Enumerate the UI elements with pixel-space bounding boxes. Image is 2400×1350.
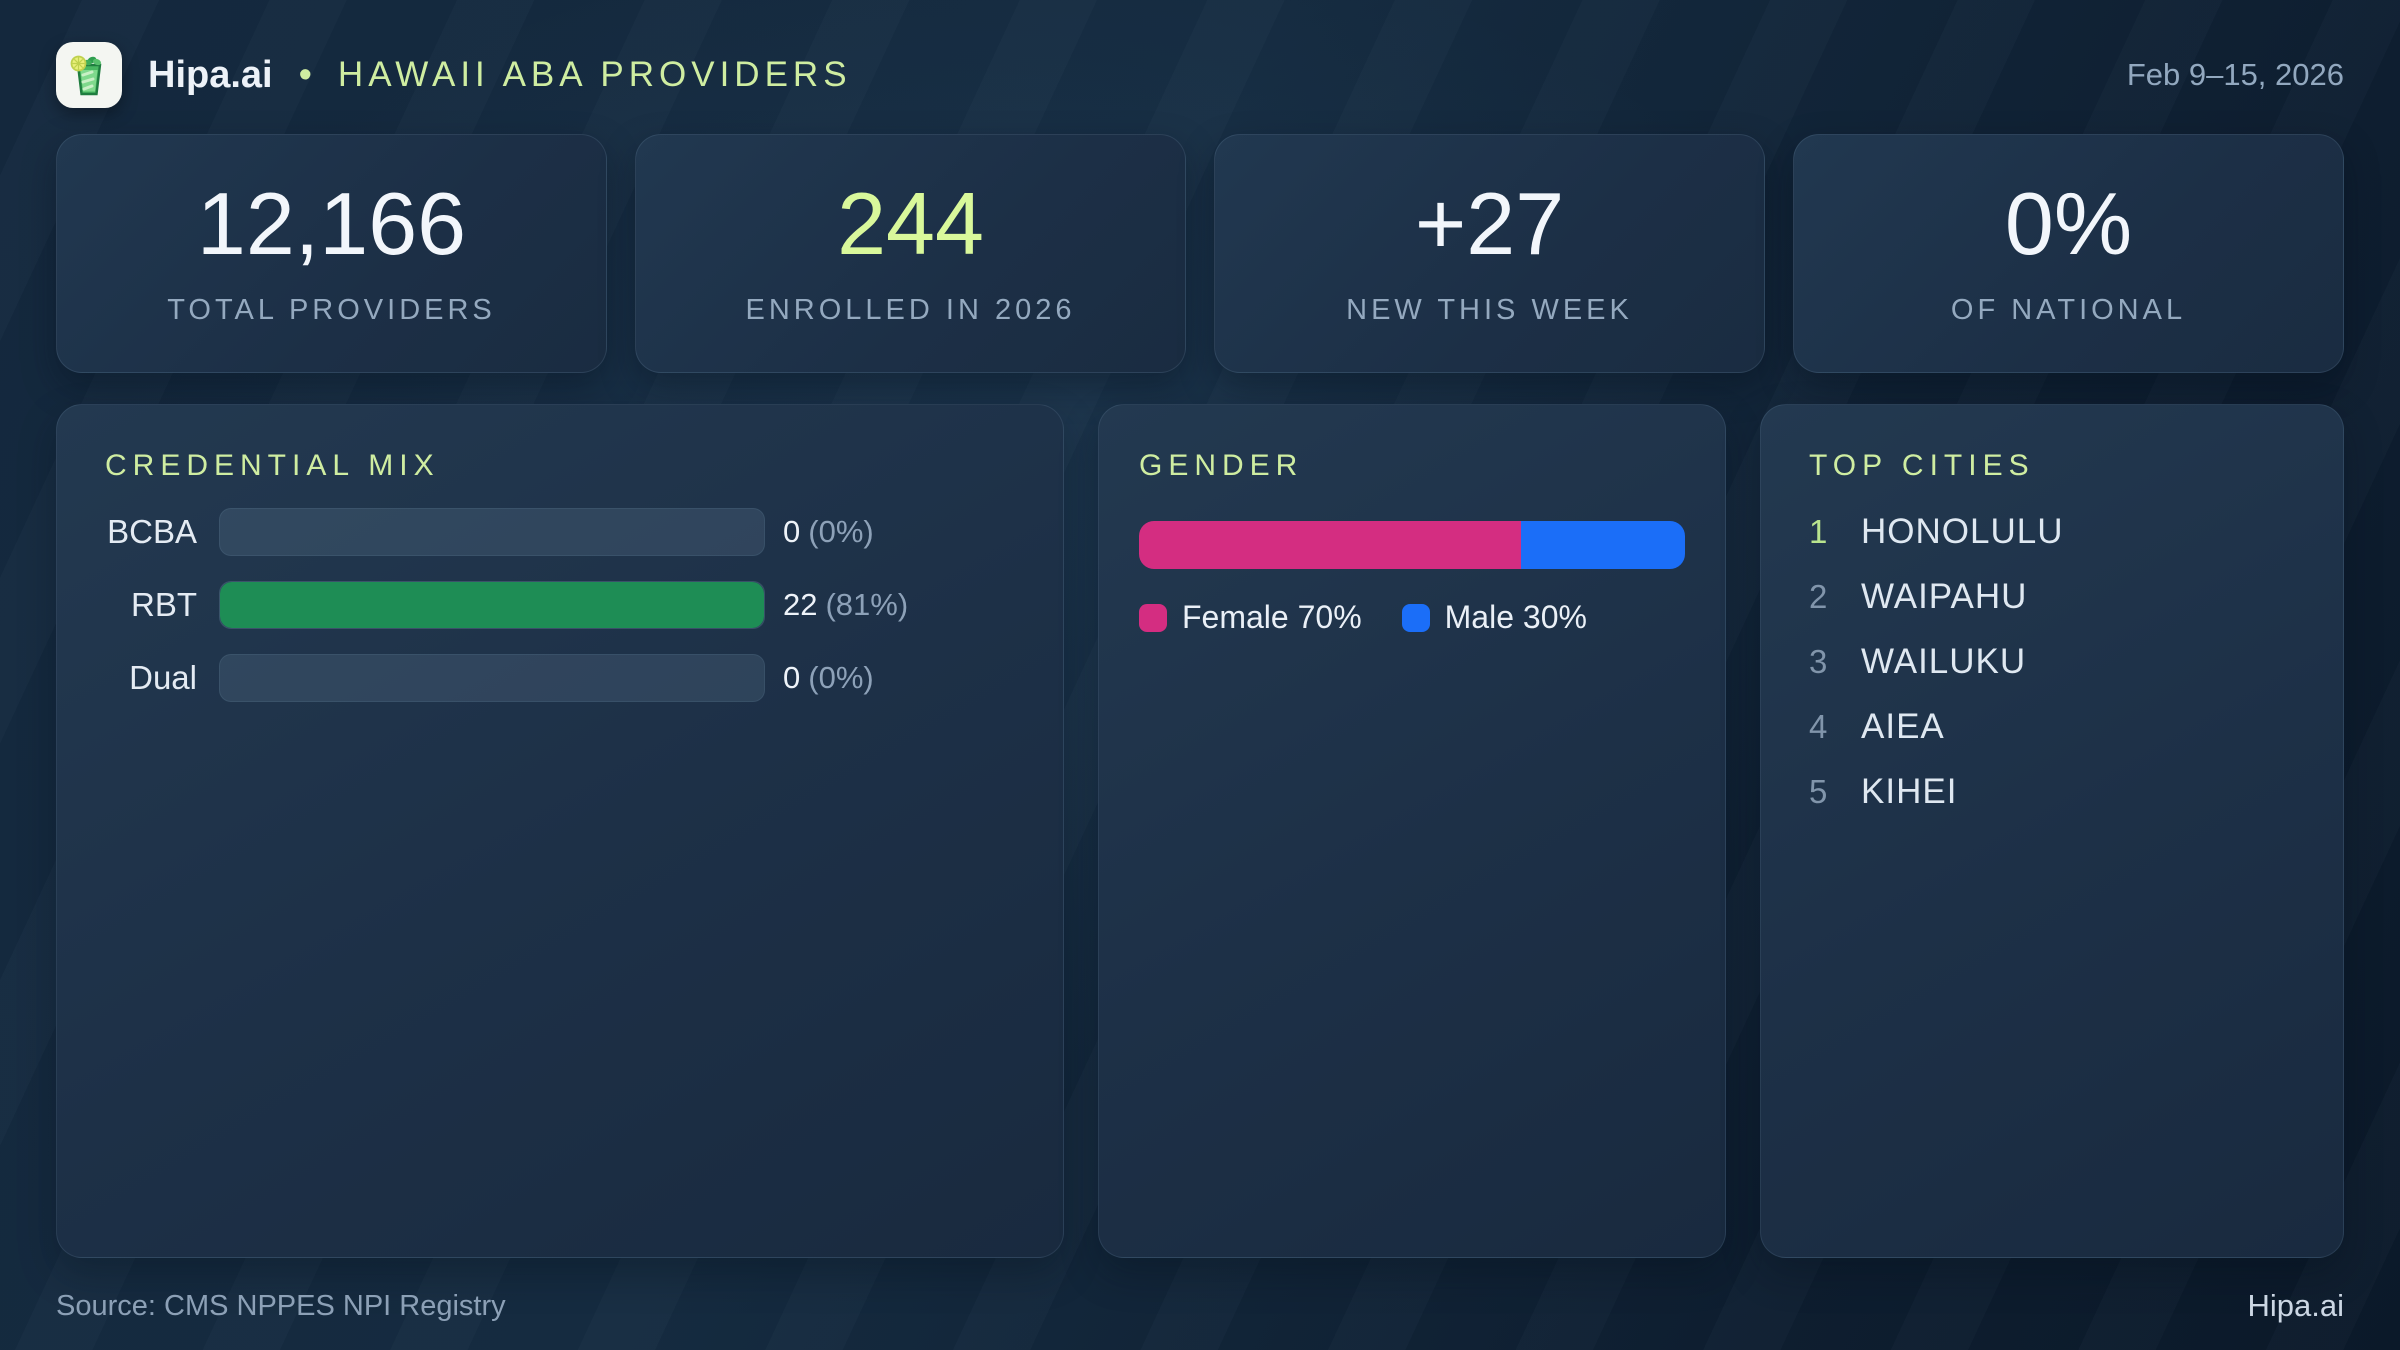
bar-percent: (0%) [808, 659, 874, 695]
gender-segment-female [1139, 521, 1522, 569]
bar-percent: (81%) [825, 586, 909, 622]
stat-card-of-national: 0% OF NATIONAL [1793, 134, 2344, 373]
stat-label: TOTAL PROVIDERS [167, 294, 496, 326]
city-rank: 5 [1809, 772, 1828, 810]
stat-value: 12,166 [196, 174, 467, 273]
city-name: KIHEI [1861, 771, 1958, 811]
credential-bars: BCBA 0 (0%) RBT 22 (81%) D [105, 495, 1015, 714]
app-logo [56, 42, 122, 108]
header: Hipa.ai • HAWAII ABA PROVIDERS Feb 9–15,… [56, 40, 2344, 110]
city-row: 2 WAIPAHU [1809, 564, 2295, 629]
bar-count: 0 [783, 513, 801, 549]
stat-label: OF NATIONAL [1950, 294, 2187, 326]
city-row: 3 WAILUKU [1809, 629, 2295, 694]
panel-title: CREDENTIAL MIX [105, 449, 440, 482]
stat-value: 244 [837, 174, 984, 273]
city-name: HONOLULU [1861, 511, 2064, 551]
city-rank: 2 [1809, 577, 1828, 615]
female-swatch-icon [1139, 603, 1167, 632]
gender-stacked-bar [1139, 521, 1685, 569]
credential-row-rbt: RBT 22 (81%) [105, 568, 1015, 641]
bar-percent: (0%) [808, 513, 874, 549]
legend-item-male: Male 30% [1401, 599, 1587, 636]
gender-legend: Female 70% Male 30% [1139, 599, 1685, 636]
footer: Source: CMS NPPES NPI Registry Hipa.ai [56, 1288, 2344, 1324]
city-name: WAILUKU [1861, 641, 2027, 681]
city-row: 1 HONOLULU [1809, 499, 2295, 564]
page-title: HAWAII ABA PROVIDERS [337, 55, 852, 94]
bar-label: BCBA [107, 512, 197, 550]
stat-card-enrolled: 244 ENROLLED IN 2026 [635, 134, 1186, 373]
brand-name: Hipa.ai [148, 53, 273, 96]
panel-top-cities: TOP CITIES 1 HONOLULU 2 WAIPAHU 3 WAILUK… [1760, 404, 2344, 1258]
bar-count: 0 [783, 659, 801, 695]
city-list: 1 HONOLULU 2 WAIPAHU 3 WAILUKU 4 AIEA [1809, 499, 2295, 824]
footer-brand: Hipa.ai [2247, 1288, 2345, 1323]
legend-label: Female 70% [1182, 599, 1362, 635]
city-rank: 1 [1809, 512, 1828, 550]
credential-row-dual: Dual 0 (0%) [105, 641, 1015, 714]
stat-value: +27 [1414, 174, 1565, 273]
city-rank: 3 [1809, 642, 1828, 680]
bar-value: 0 (0%) [783, 660, 874, 696]
male-swatch-icon [1401, 603, 1430, 632]
bar-value: 0 (0%) [783, 514, 874, 550]
gender-segment-male [1521, 521, 1685, 569]
city-row: 4 AIEA [1809, 694, 2295, 759]
stats-row: 12,166 TOTAL PROVIDERS 244 ENROLLED IN 2… [56, 134, 2344, 373]
stat-card-total-providers: 12,166 TOTAL PROVIDERS [56, 134, 607, 373]
city-row: 5 KIHEI [1809, 759, 2295, 824]
panel-credential-mix: CREDENTIAL MIX BCBA 0 (0%) RBT [56, 404, 1064, 1258]
stat-card-new-this-week: +27 NEW THIS WEEK [1214, 134, 1765, 373]
bar-value: 22 (81%) [783, 587, 908, 623]
panel-title: GENDER [1139, 449, 1304, 482]
panel-title: TOP CITIES [1809, 449, 2035, 482]
bar-label: RBT [131, 585, 197, 623]
mojito-glass-icon [70, 55, 102, 96]
bar-label: Dual [129, 658, 197, 696]
panel-gender: GENDER Female 70% Male 30% [1098, 404, 1726, 1258]
bar-track [219, 653, 765, 702]
credential-row-bcba: BCBA 0 (0%) [105, 495, 1015, 568]
main-content: CREDENTIAL MIX BCBA 0 (0%) RBT [56, 404, 2344, 1258]
bar-track [219, 507, 765, 556]
stat-value: 0% [2004, 174, 2133, 273]
separator-dot-icon: • [298, 53, 312, 96]
source-attribution: Source: CMS NPPES NPI Registry [56, 1289, 506, 1322]
bar-fill [220, 581, 764, 628]
stat-label: ENROLLED IN 2026 [745, 294, 1076, 326]
bar-track [219, 580, 765, 629]
legend-label: Male 30% [1444, 599, 1587, 635]
city-rank: 4 [1809, 707, 1828, 745]
city-name: AIEA [1861, 706, 1945, 746]
city-name: WAIPAHU [1861, 576, 2028, 616]
legend-item-female: Female 70% [1139, 599, 1362, 636]
bar-count: 22 [783, 586, 818, 622]
stat-label: NEW THIS WEEK [1346, 294, 1633, 326]
date-range: Feb 9–15, 2026 [2126, 57, 2344, 92]
